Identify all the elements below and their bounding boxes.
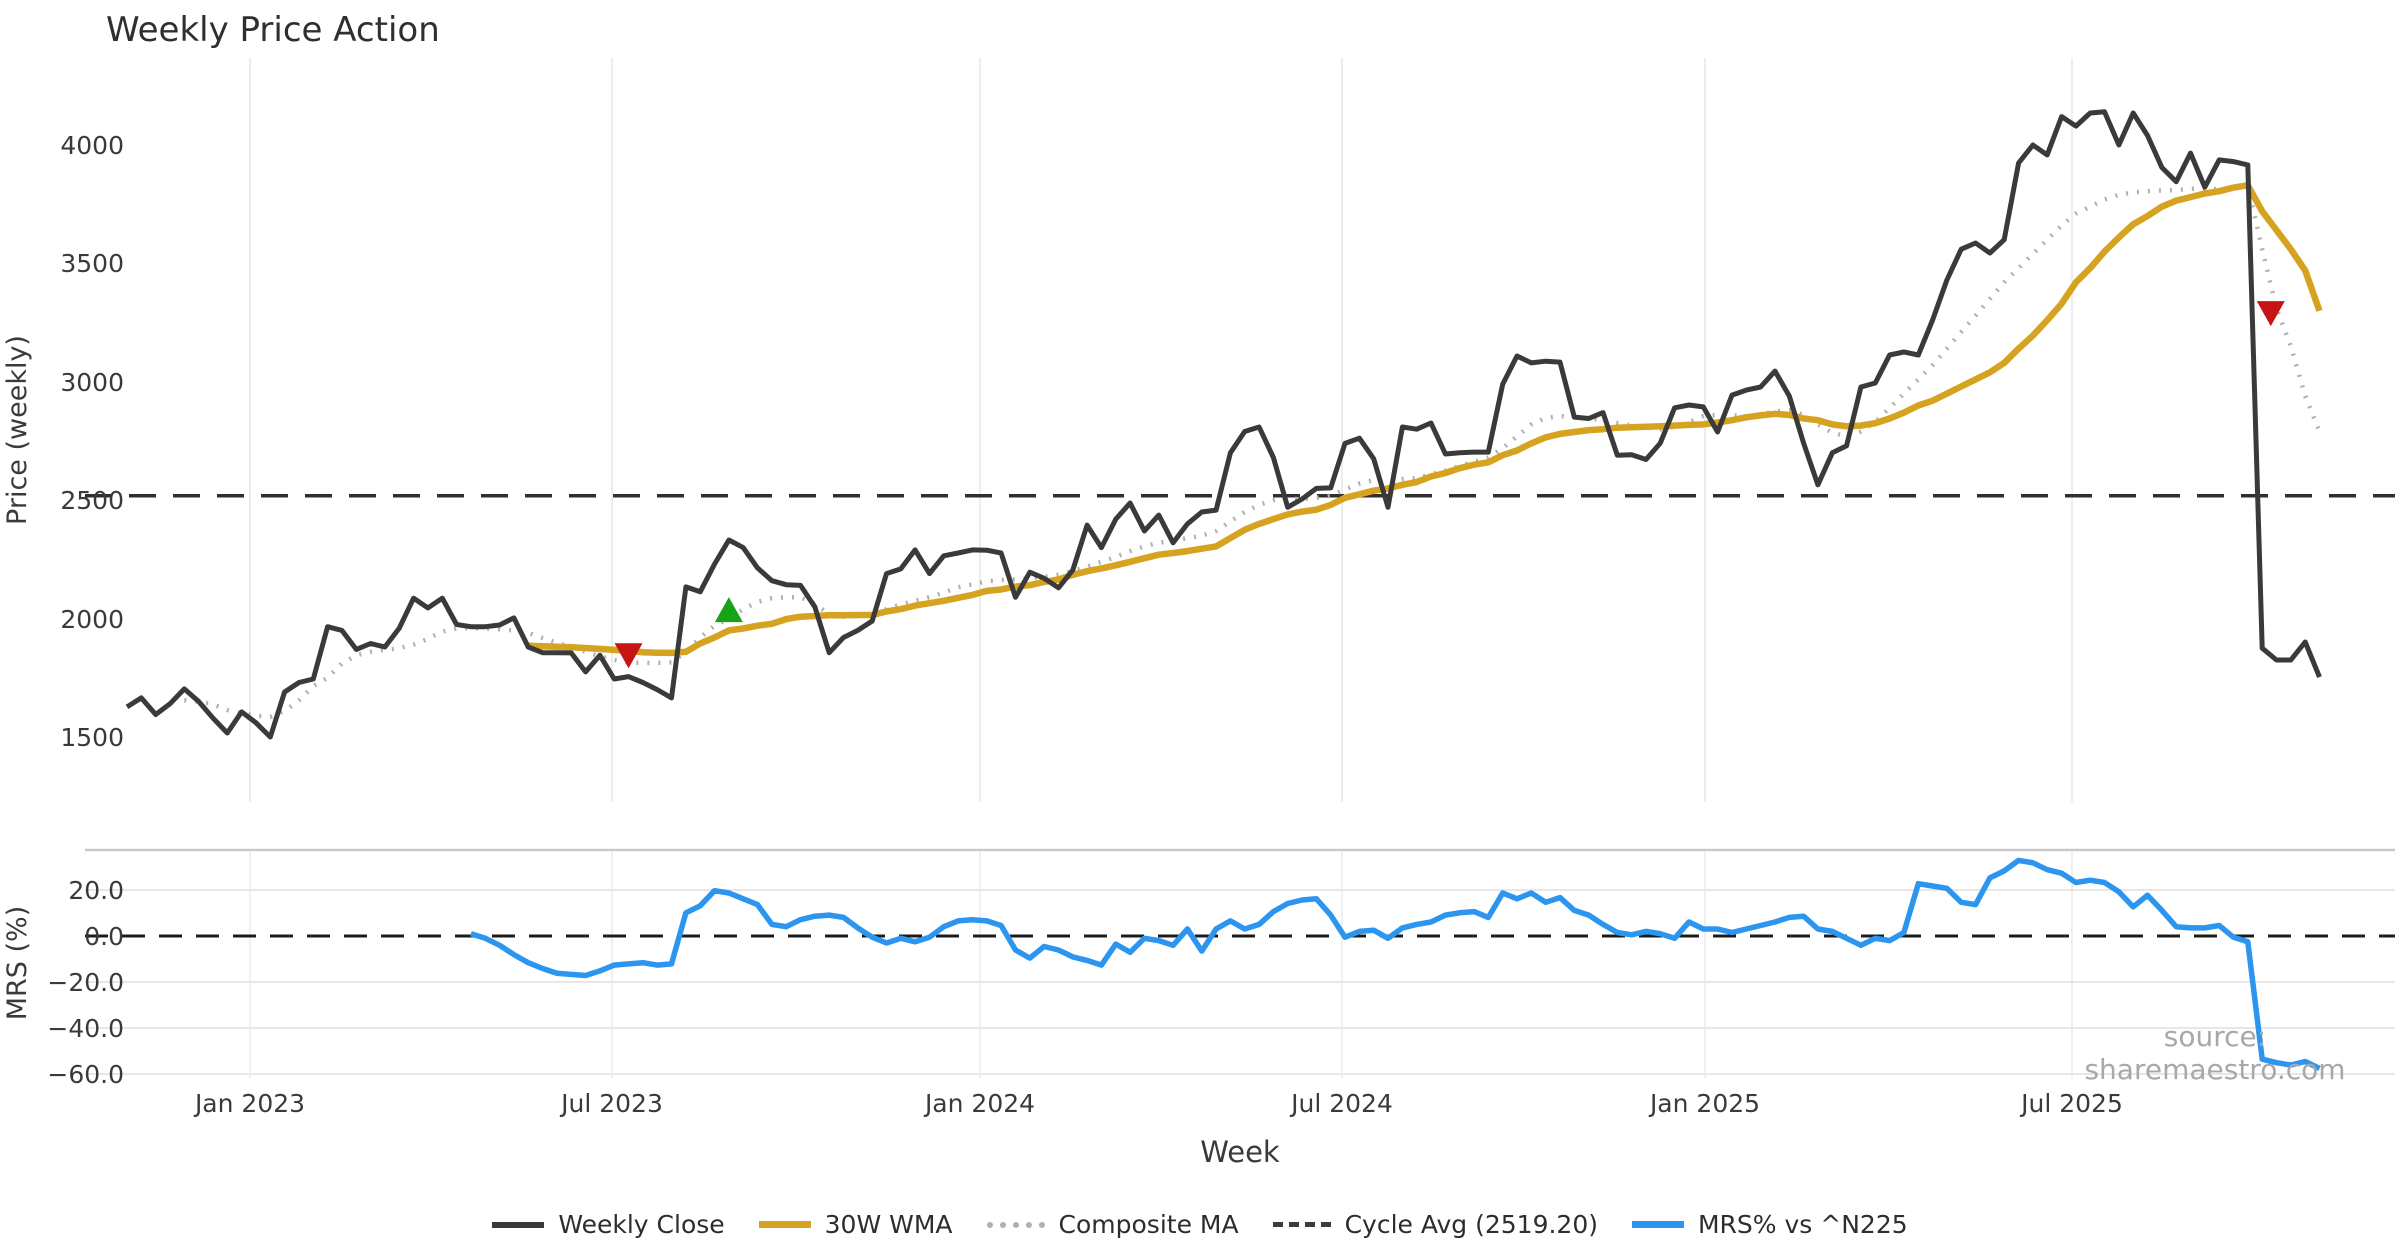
svg-text:4000: 4000 bbox=[60, 131, 124, 160]
x-axis-title: Week bbox=[1200, 1135, 1280, 1169]
source-note: source: sharemaestro.com bbox=[2084, 1020, 2346, 1086]
legend: Weekly Close 30W WMA Composite MA Cycle … bbox=[0, 1210, 2400, 1239]
sell-signal-marker bbox=[2256, 301, 2285, 327]
svg-text:20.0: 20.0 bbox=[68, 876, 124, 905]
legend-swatch-composite bbox=[986, 1221, 1045, 1228]
svg-text:Jul 2023: Jul 2023 bbox=[559, 1089, 663, 1118]
legend-item-composite: Composite MA bbox=[986, 1210, 1239, 1239]
signal-markers bbox=[614, 301, 2285, 669]
svg-text:3000: 3000 bbox=[60, 368, 124, 397]
svg-text:Jan 2023: Jan 2023 bbox=[193, 1089, 305, 1118]
svg-text:Jul 2025: Jul 2025 bbox=[2019, 1089, 2123, 1118]
legend-label: 30W WMA bbox=[824, 1210, 953, 1239]
svg-text:Jan 2024: Jan 2024 bbox=[923, 1089, 1035, 1118]
mrs-axis-title: MRS (%) bbox=[2, 906, 33, 1021]
price-tick-labels: 4000 3500 3000 2500 2000 1500 bbox=[60, 131, 124, 752]
mrs-line bbox=[470, 857, 2321, 1071]
legend-swatch-cycle-avg bbox=[1272, 1222, 1331, 1227]
legend-swatch-weekly-close bbox=[492, 1221, 545, 1228]
mrs-panel-gridlines bbox=[85, 848, 2395, 1078]
wma-30w-line bbox=[528, 182, 2323, 657]
x-tick-labels: Jan 2023 Jul 2023 Jan 2024 Jul 2024 Jan … bbox=[193, 1089, 2123, 1118]
legend-item-weekly-close: Weekly Close bbox=[492, 1210, 725, 1239]
legend-swatch-wma bbox=[758, 1221, 811, 1228]
svg-text:−40.0: −40.0 bbox=[47, 1014, 124, 1043]
legend-item-mrs: MRS% vs ^N225 bbox=[1631, 1210, 1908, 1239]
svg-text:3500: 3500 bbox=[60, 249, 124, 278]
mrs-tick-labels: 20.0 0.0 −20.0 −40.0 −60.0 bbox=[47, 876, 124, 1089]
price-panel-gridlines bbox=[249, 58, 2073, 802]
chart-title: Weekly Price Action bbox=[106, 10, 440, 50]
weekly-close-line bbox=[125, 109, 2322, 740]
legend-label: Cycle Avg (2519.20) bbox=[1344, 1210, 1598, 1239]
legend-item-cycle-avg: Cycle Avg (2519.20) bbox=[1272, 1210, 1598, 1239]
svg-text:2000: 2000 bbox=[60, 605, 124, 634]
svg-text:1500: 1500 bbox=[60, 723, 124, 752]
svg-text:2500: 2500 bbox=[60, 486, 124, 515]
legend-item-wma: 30W WMA bbox=[758, 1210, 953, 1239]
legend-label: Weekly Close bbox=[558, 1210, 725, 1239]
legend-swatch-mrs bbox=[1631, 1221, 1684, 1228]
svg-text:0.0: 0.0 bbox=[84, 922, 124, 951]
svg-text:−60.0: −60.0 bbox=[47, 1060, 124, 1089]
svg-text:−20.0: −20.0 bbox=[47, 968, 124, 997]
legend-label: MRS% vs ^N225 bbox=[1697, 1210, 1908, 1239]
composite-ma-line bbox=[184, 182, 2322, 720]
price-axis-title: Price (weekly) bbox=[2, 335, 33, 525]
svg-text:Jul 2024: Jul 2024 bbox=[1289, 1089, 1393, 1118]
legend-label: Composite MA bbox=[1058, 1210, 1239, 1239]
buy-signal-marker bbox=[714, 597, 743, 623]
sell-signal-marker bbox=[614, 643, 643, 669]
svg-text:Jan 2025: Jan 2025 bbox=[1648, 1089, 1760, 1118]
